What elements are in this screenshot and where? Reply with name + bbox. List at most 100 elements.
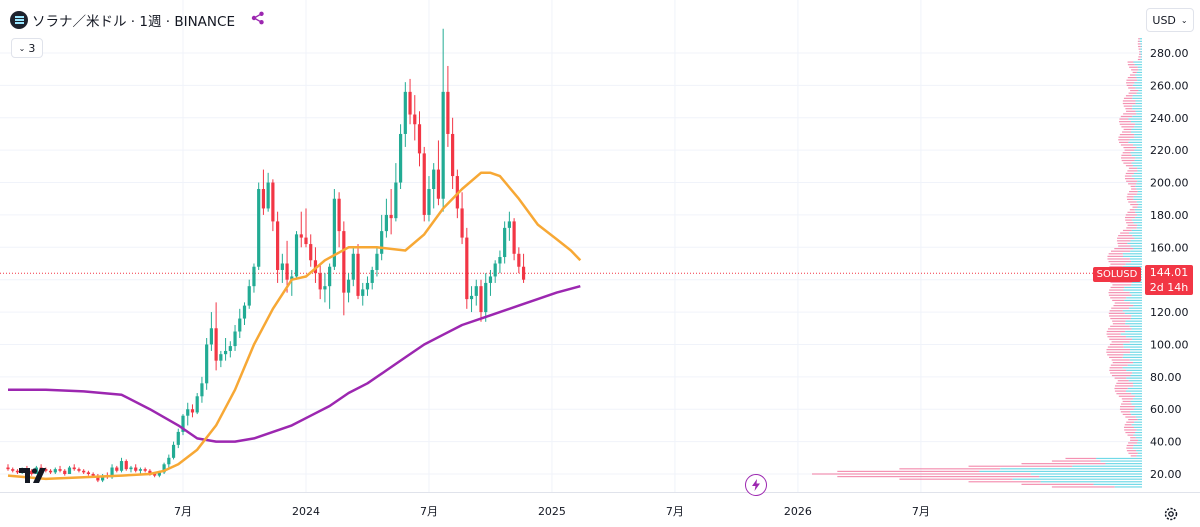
volume-profile-bar (1119, 134, 1135, 136)
tradingview-logo[interactable] (18, 465, 50, 490)
volume-profile-bar (1130, 152, 1142, 154)
volume-profile-bar (1111, 307, 1130, 309)
candle-body (53, 469, 57, 473)
candle-body (503, 227, 507, 258)
candle-body (223, 350, 228, 355)
volume-profile-bar (1109, 266, 1123, 268)
volume-profile-bar (1133, 172, 1142, 175)
symbol-title[interactable]: ソラナ／米ドル · 1週 · BINANCE (32, 14, 235, 30)
volume-profile-bar (968, 465, 1073, 467)
candle-body (153, 474, 157, 476)
volume-profile-bar (1140, 43, 1142, 45)
volume-profile-bar (1132, 206, 1138, 208)
volume-profile-bar (1111, 250, 1131, 252)
volume-profile-bar (1128, 418, 1138, 421)
candle-body (167, 457, 171, 465)
volume-profile-bar (1114, 377, 1127, 379)
candle-body (441, 91, 445, 199)
volume-profile-bar (1108, 292, 1130, 294)
volume-profile-bar (1134, 149, 1142, 151)
settings-icon[interactable] (1162, 505, 1180, 523)
volume-profile-bar (1130, 89, 1139, 92)
candle-body (162, 464, 166, 473)
volume-profile-bar (1132, 108, 1142, 110)
volume-profile-bar (1134, 126, 1142, 128)
volume-profile-bar (1130, 250, 1142, 252)
candle-body (351, 253, 355, 280)
volume-profile-bar (1133, 361, 1142, 364)
volume-profile-bar (1131, 315, 1142, 317)
volume-profile-bar (1119, 123, 1136, 125)
candle-body (342, 231, 346, 293)
candle-body (460, 208, 464, 238)
candle-body (517, 253, 521, 267)
currency-select[interactable]: USD ⌄ (1146, 8, 1194, 32)
volume-profile-bar (1105, 463, 1142, 465)
candle-body (346, 279, 351, 293)
volume-profile-bar (1110, 281, 1133, 283)
volume-profile-bar (1130, 374, 1142, 377)
volume-profile-bar (1125, 165, 1133, 167)
last-price-value: 144.01 (1149, 266, 1189, 279)
volume-profile-bar (1125, 320, 1142, 322)
volume-profile-bar (1125, 172, 1134, 175)
time-axis[interactable]: 7月 2024 7月 2025 7月 2026 7月 (174, 505, 930, 518)
volume-profile-bar (1129, 66, 1138, 68)
volume-profile-bar (1122, 100, 1136, 102)
volume-profile-bar (1110, 263, 1126, 265)
candle-body (356, 253, 360, 296)
volume-profile-bar (1131, 229, 1142, 232)
volume-profile-bar (1136, 113, 1142, 115)
price-tick-label: 260.00 (1150, 79, 1189, 92)
volume-profile-bar (1122, 310, 1142, 312)
volume-profile-bar (1110, 286, 1125, 289)
candle-body (157, 472, 161, 476)
price-axis[interactable]: 20.0040.0060.0080.00100.00120.00140.0016… (1150, 47, 1189, 481)
volume-profile-bar (1133, 248, 1142, 250)
volume-profile-bar (1132, 97, 1142, 99)
candle-body (242, 305, 247, 319)
volume-profile-bar (1123, 113, 1137, 115)
volume-profile-bar (1129, 209, 1135, 211)
volume-profile-bar (1127, 434, 1134, 436)
volume-profile-bar (1126, 447, 1133, 449)
volume-profile-bar (1109, 356, 1123, 359)
volume-profile-bar (1107, 336, 1127, 338)
volume-profile-bar (1128, 141, 1142, 143)
volume-profile-bar (1132, 235, 1142, 237)
volume-profile-bar (1139, 51, 1141, 53)
price-tick-label: 60.00 (1150, 403, 1182, 416)
volume-profile-bar (1125, 323, 1142, 325)
volume-profile-bar (1132, 281, 1142, 283)
volume-profile-bar (1021, 463, 1106, 465)
indicators-toggle-button[interactable]: ⌄ 3 (11, 38, 43, 58)
last-price-tag: 144.01 2d 14h (1145, 265, 1193, 295)
volume-profile-bar (1129, 302, 1142, 304)
share-icon[interactable] (251, 11, 265, 29)
price-tick-label: 40.00 (1150, 436, 1182, 449)
volume-profile-bar (1130, 317, 1142, 320)
volume-profile-bar (1108, 312, 1125, 314)
volume-profile-bar (1125, 431, 1136, 434)
volume-profile-bar (1124, 286, 1142, 289)
volume-profile-bar (1051, 486, 1115, 488)
candle-body (214, 328, 218, 361)
volume-profile-bar (1100, 460, 1142, 462)
volume-profile-bar (1138, 439, 1142, 441)
price-tick-label: 180.00 (1150, 209, 1189, 222)
volume-profile-bar (1133, 196, 1142, 198)
time-tick-label: 7月 (174, 505, 192, 518)
volume-profile-bar (1126, 84, 1133, 86)
candle-body (82, 470, 86, 473)
volume-profile-bar (968, 481, 1041, 483)
volume-profile-bar (1126, 110, 1136, 112)
candle-body (361, 289, 365, 296)
volume-profile-bar (1134, 426, 1142, 428)
volume-profile-bar (1139, 38, 1142, 40)
volume-profile-bar (1131, 294, 1142, 296)
volume-profile-bar (1138, 69, 1142, 71)
flash-icon[interactable] (745, 474, 767, 496)
volume-profile-bar (1125, 219, 1133, 221)
volume-profile-bar (1120, 333, 1142, 335)
